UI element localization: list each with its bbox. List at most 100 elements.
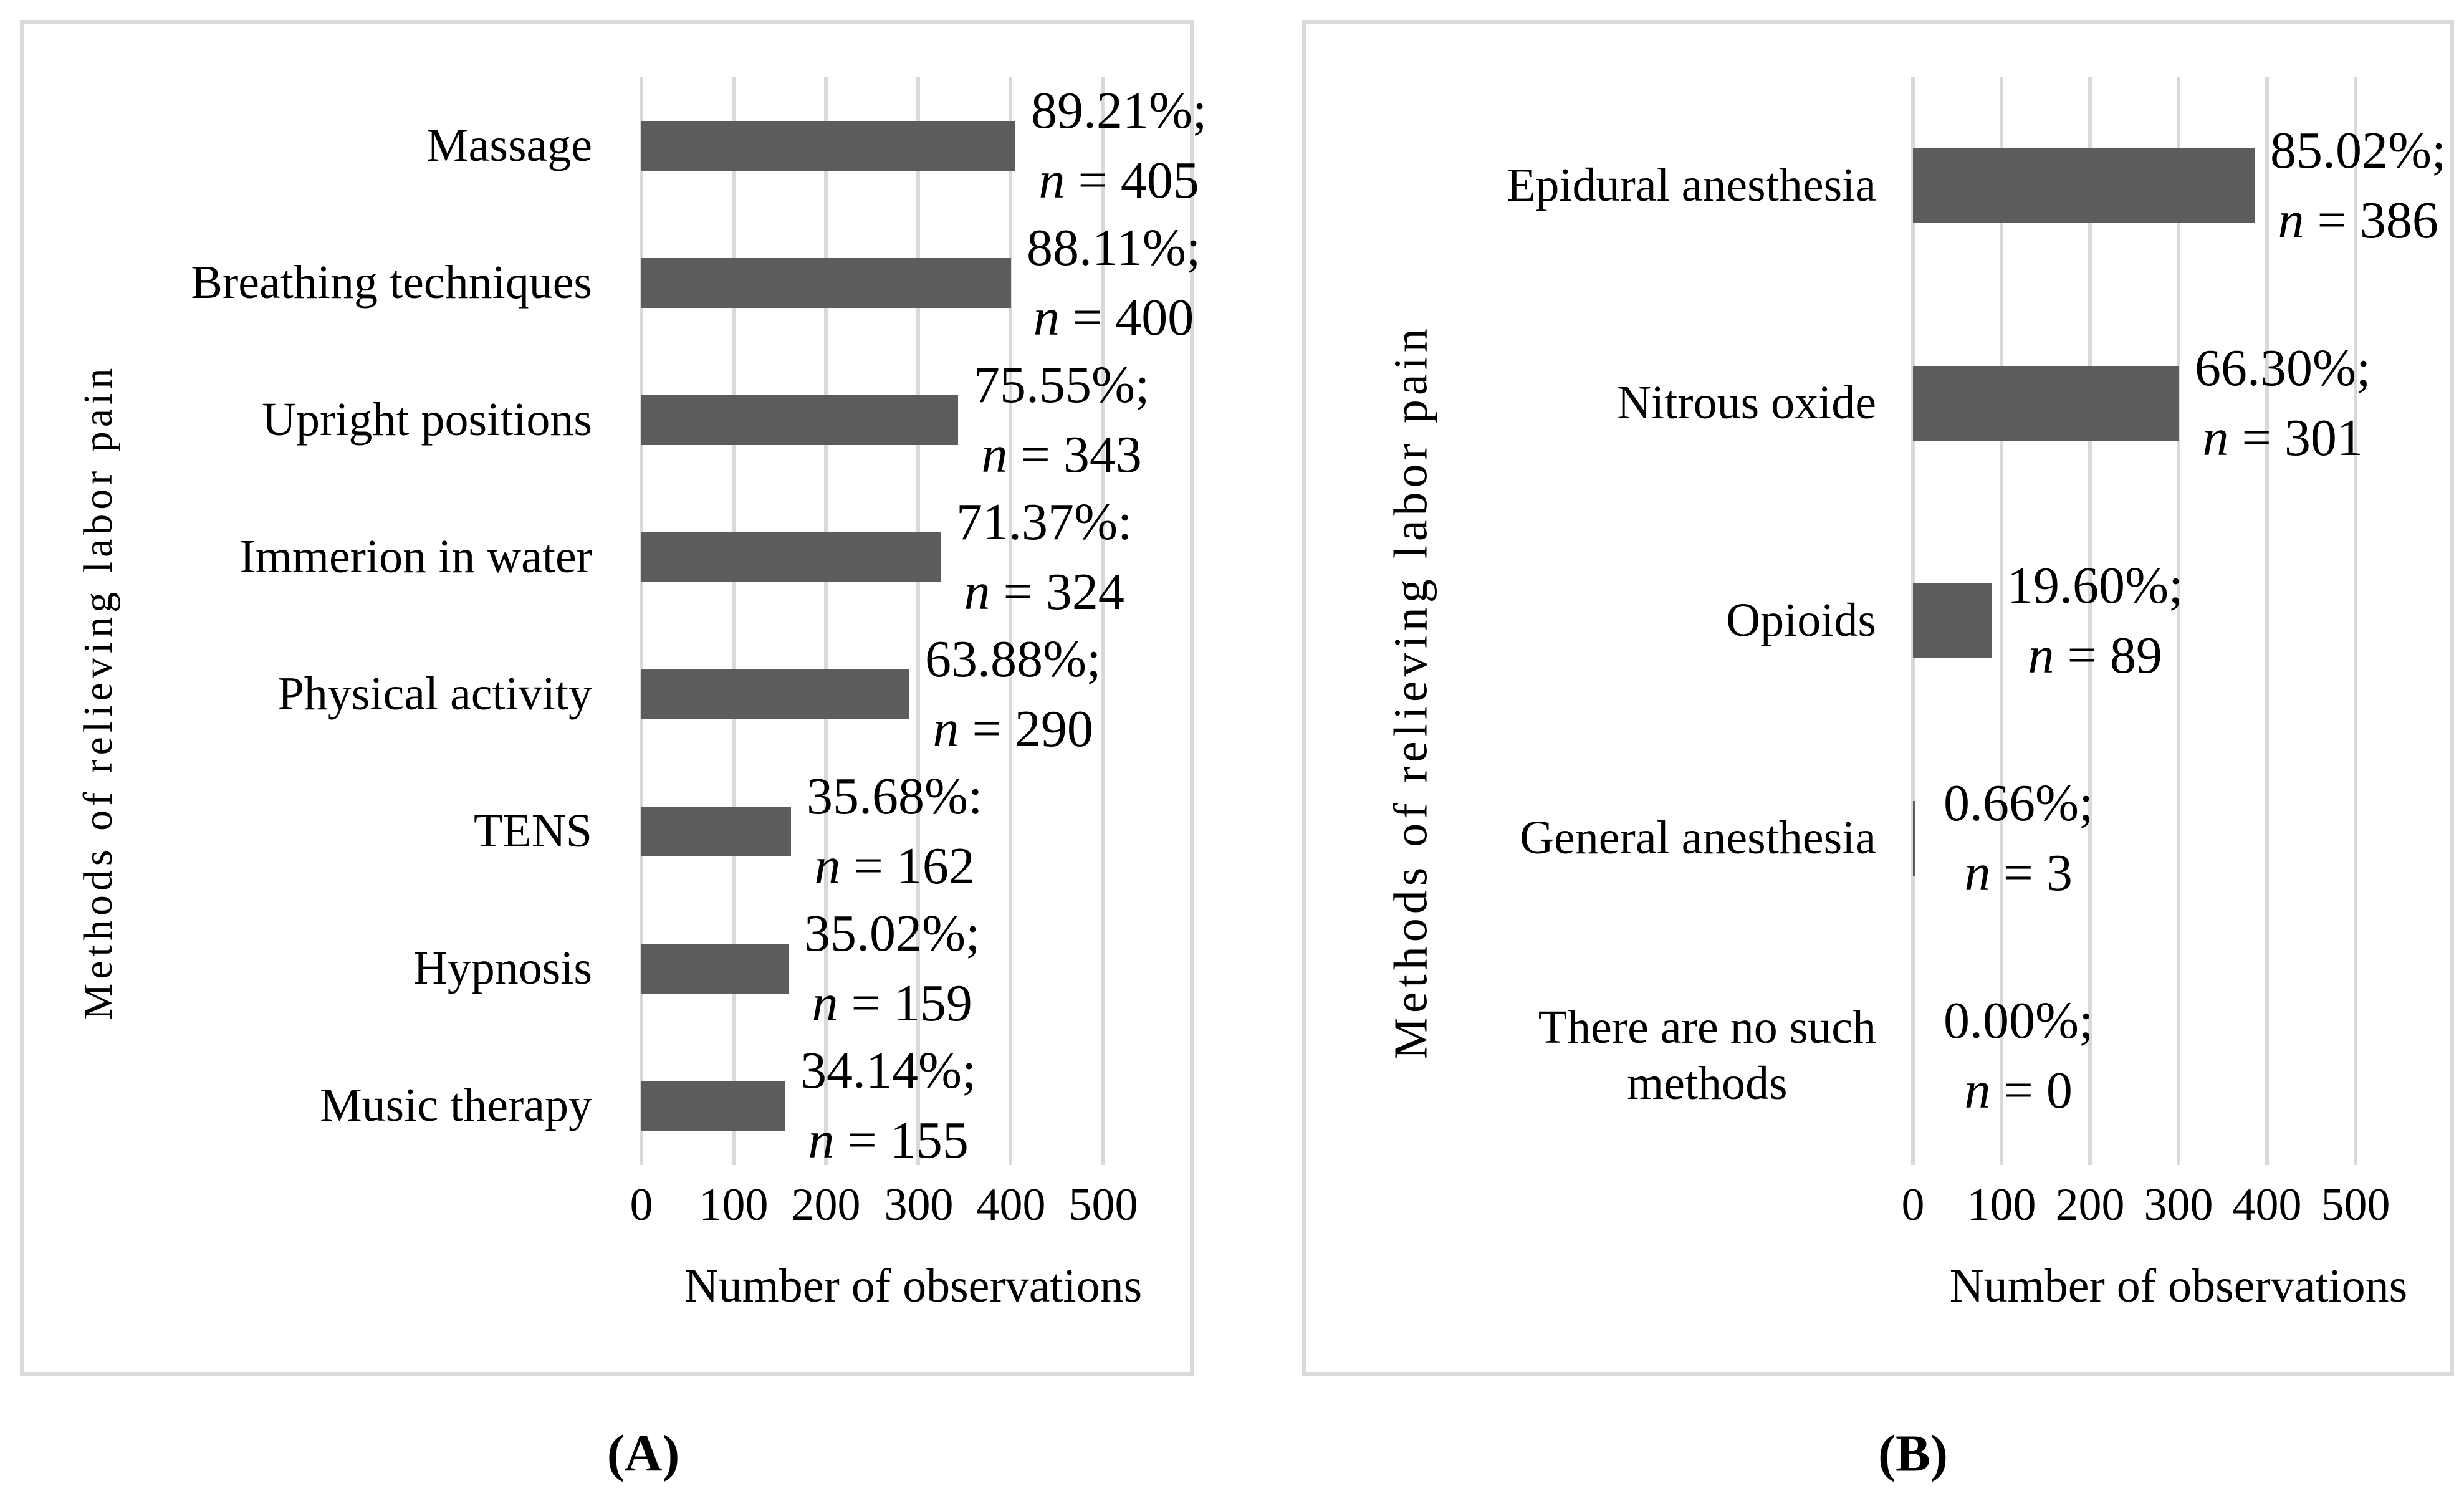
bar <box>641 669 909 719</box>
gridline-200 <box>824 77 828 1165</box>
gridline-400 <box>1009 77 1012 1165</box>
gridline-400 <box>2265 77 2269 1165</box>
data-label-percent: 0.66%; <box>1944 774 2094 832</box>
data-label: 35.02%; n = 159 <box>804 899 980 1038</box>
panel-caption-a: (A) <box>606 1424 680 1483</box>
bar <box>1913 148 2255 223</box>
category-label: Music therapy <box>320 1079 592 1132</box>
data-label: 88.11%; n = 400 <box>1027 213 1201 353</box>
gridline-100 <box>2000 77 2003 1165</box>
chart-row: Music therapy 34.14%; n = 155 <box>24 1037 1190 1174</box>
data-label-percent: 19.60%; <box>2007 556 2184 615</box>
category-label: There are no such methods <box>1538 1000 1876 1110</box>
bar <box>641 532 941 582</box>
category-label: Immerion in water <box>239 530 592 583</box>
data-label: 66.30%; n = 301 <box>2195 333 2371 473</box>
data-label-n: n = 89 <box>2028 626 2162 684</box>
category-label: Breathing techniques <box>191 256 592 309</box>
data-label-n: n = 162 <box>814 837 975 895</box>
data-label-n: n = 3 <box>1964 843 2073 902</box>
bar-track: 35.68%: n = 162 <box>641 763 1190 900</box>
data-label-n: n = 386 <box>2278 191 2438 249</box>
chart-row: Immerion in water 71.37%: n = 324 <box>24 489 1190 626</box>
bar-track: 75.55%; n = 343 <box>641 352 1190 489</box>
chart-row: Opioids 19.60%; n = 89 <box>1306 512 2450 729</box>
data-label-percent: 85.02%; <box>2270 121 2447 180</box>
data-label-percent: 35.68%: <box>807 767 983 825</box>
bar-track: 35.02%; n = 159 <box>641 900 1190 1037</box>
category-label: Epidural anesthesia <box>1506 158 1876 211</box>
chart-row: General anesthesia 0.66%; n = 3 <box>1306 729 2450 947</box>
bar-track: 66.30%; n = 301 <box>1913 294 2450 512</box>
data-label: 85.02%; n = 386 <box>2270 116 2446 256</box>
data-label: 63.88%; n = 290 <box>925 625 1101 764</box>
data-label-n: n = 343 <box>981 426 1142 484</box>
gridline-0 <box>640 77 643 1165</box>
gridline-500 <box>1101 77 1105 1165</box>
bar-track: 0.66%; n = 3 <box>1913 729 2450 947</box>
chart-row: There are no such methods 0.00%; n = 0 <box>1306 947 2450 1164</box>
x-tick: 400 <box>976 1179 1046 1230</box>
chart-row: Upright positions 75.55%; n = 343 <box>24 352 1190 489</box>
chart-panel-b: Methods of relieving labor pain Epidural… <box>1302 20 2454 1376</box>
x-tick: 0 <box>630 1179 653 1230</box>
bar <box>1913 800 1915 876</box>
bar <box>1913 583 1992 658</box>
data-label: 0.66%; n = 3 <box>1944 769 2093 908</box>
bar <box>641 807 791 856</box>
x-tick: 500 <box>1068 1179 1138 1230</box>
panel-caption-b: (B) <box>1878 1424 1948 1483</box>
x-tick: 400 <box>2232 1179 2302 1230</box>
data-label: 19.60%; n = 89 <box>2007 551 2183 691</box>
data-label-percent: 89.21%; <box>1031 82 1207 140</box>
category-label: Opioids <box>1726 593 1876 646</box>
category-label: Nitrous oxide <box>1617 376 1876 429</box>
bar <box>641 944 789 994</box>
x-tick: 300 <box>884 1179 954 1230</box>
x-tick: 100 <box>699 1179 769 1230</box>
data-label-percent: 34.14%; <box>800 1042 977 1100</box>
chart-row: Physical activity 63.88%; n = 290 <box>24 626 1190 763</box>
data-label: 35.68%: n = 162 <box>807 762 982 901</box>
bar-track: 34.14%; n = 155 <box>641 1037 1190 1174</box>
category-label: Upright positions <box>262 393 592 446</box>
x-tick: 100 <box>1967 1179 2036 1230</box>
bar <box>641 258 1011 308</box>
data-label-n: n = 400 <box>1033 289 1194 347</box>
chart-panel-a: Methods of relieving labor pain Massage … <box>20 20 1207 1376</box>
x-tick: 300 <box>2144 1179 2213 1230</box>
bar-track: 19.60%; n = 89 <box>1913 512 2450 729</box>
bar-track: 0.00%; n = 0 <box>1913 947 2450 1164</box>
data-label-percent: 75.55%; <box>974 356 1150 414</box>
gridline-100 <box>732 77 736 1165</box>
bar-track: 63.88%; n = 290 <box>641 626 1190 763</box>
data-label-n: n = 324 <box>964 563 1124 621</box>
data-label-n: n = 301 <box>2202 408 2363 467</box>
data-label-percent: 63.88%; <box>925 630 1101 688</box>
chart-row: Massage 89.21%; n = 405 <box>24 77 1207 214</box>
bar <box>641 121 1015 171</box>
data-label: 89.21%; n = 405 <box>1031 76 1207 216</box>
data-label-percent: 0.00%; <box>1944 991 2094 1050</box>
data-label: 75.55%; n = 343 <box>974 350 1149 490</box>
data-label-n: n = 290 <box>932 700 1093 758</box>
gridline-500 <box>2354 77 2357 1165</box>
data-label: 34.14%; n = 155 <box>800 1036 976 1176</box>
data-label-percent: 88.11%; <box>1027 219 1201 277</box>
x-tick: 0 <box>1901 1179 1925 1230</box>
x-tick: 200 <box>791 1179 861 1230</box>
chart-row: Epidural anesthesia 85.02%; n = 386 <box>1306 77 2450 294</box>
gridline-200 <box>2088 77 2092 1165</box>
bar-track: 85.02%; n = 386 <box>1913 77 2450 294</box>
category-label: Hypnosis <box>413 942 592 995</box>
data-label-percent: 71.37%: <box>956 493 1133 551</box>
chart-row: Hypnosis 35.02%; n = 159 <box>24 900 1190 1037</box>
x-tick: 500 <box>2321 1179 2390 1230</box>
category-label: Physical activity <box>277 668 592 721</box>
data-label-n: n = 155 <box>808 1111 969 1169</box>
chart-row: Nitrous oxide 66.30%; n = 301 <box>1306 294 2450 512</box>
bar-track: 89.21%; n = 405 <box>641 77 1207 214</box>
x-axis-title: Number of observations <box>1949 1260 2408 1312</box>
bar <box>1913 365 2179 441</box>
category-label: General anesthesia <box>1520 811 1876 864</box>
